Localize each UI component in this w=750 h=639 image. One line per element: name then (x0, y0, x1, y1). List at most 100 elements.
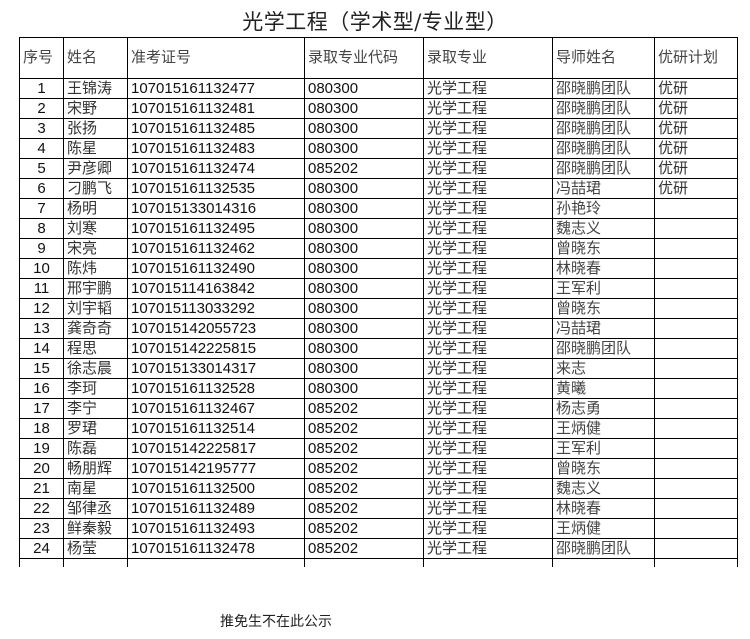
table-row: 17 李宁 107015161132467 085202 光学工程 杨志勇 (19, 398, 738, 419)
table-row: 10 陈炜 107015161132490 080300 光学工程 林晓春 (19, 258, 738, 279)
cell-name: 张扬 (63, 118, 128, 139)
table-row: 6 刁鹏飞 107015161132535 080300 光学工程 冯喆珺 优研 (19, 178, 738, 199)
table-row: 11 邢宇鹏 107015114163842 080300 光学工程 王军利 (19, 278, 738, 299)
cell-major: 光学工程 (423, 538, 553, 559)
cell-major: 光学工程 (423, 458, 553, 479)
cell-name: 邢宇鹏 (63, 278, 128, 299)
cell-major: 光学工程 (423, 478, 553, 499)
table-row: 21 南星 107015161132500 085202 光学工程 魏志义 (19, 478, 738, 499)
cell-index: 2 (19, 98, 64, 119)
cell-major-code: 080300 (304, 178, 424, 199)
cell-major: 光学工程 (423, 498, 553, 519)
cell-name: 陈炜 (63, 258, 128, 279)
cell-plan (654, 238, 738, 259)
cell-exam-id: 107015133014316 (127, 198, 305, 219)
table-row: 5 尹彦卿 107015161132474 085202 光学工程 邵晓鹏团队 优研 (19, 158, 738, 179)
cell-exam-id: 107015161132481 (127, 98, 305, 119)
cell-index: 13 (19, 318, 64, 339)
cell-tutor: 邵晓鹏团队 (552, 98, 655, 119)
cell-index: 19 (19, 438, 64, 459)
cell-major-code: 080300 (304, 78, 424, 99)
cell-name: 刁鹏飞 (63, 178, 128, 199)
cell-index: 10 (19, 258, 64, 279)
cell-major-code: 085202 (304, 438, 424, 459)
table-row: 2 宋野 107015161132481 080300 光学工程 邵晓鹏团队 优研 (19, 98, 738, 119)
cell-plan (654, 378, 738, 399)
cell-index: 17 (19, 398, 64, 419)
table-row: 1 王锦涛 107015161132477 080300 光学工程 邵晓鹏团队 优研 (19, 78, 738, 99)
cell-major: 光学工程 (423, 138, 553, 159)
cell-plan (654, 338, 738, 359)
cell-plan (654, 478, 738, 499)
cell-index: 16 (19, 378, 64, 399)
cell-major: 光学工程 (423, 278, 553, 299)
cell-major-code: 085202 (304, 518, 424, 539)
cell-major: 光学工程 (423, 98, 553, 119)
cell-tutor: 邵晓鹏团队 (552, 158, 655, 179)
cell-name: 南星 (63, 478, 128, 499)
cell-plan (654, 298, 738, 319)
cell-major: 光学工程 (423, 518, 553, 539)
cell-index: 7 (19, 198, 64, 219)
table-row: 24 杨莹 107015161132478 085202 光学工程 邵晓鹏团队 (19, 538, 738, 559)
cell-exam-id: 107015161132500 (127, 478, 305, 499)
cell-name: 陈星 (63, 138, 128, 159)
cell-major: 光学工程 (423, 238, 553, 259)
cell-exam-id: 107015114163842 (127, 278, 305, 299)
cell-name: 刘寒 (63, 218, 128, 239)
cell-tutor: 王炳健 (552, 418, 655, 439)
tail-cell (654, 558, 738, 567)
cell-major-code: 085202 (304, 158, 424, 179)
cell-major-code: 080300 (304, 198, 424, 219)
tail-cell (19, 558, 64, 567)
cell-exam-id: 107015161132483 (127, 138, 305, 159)
cell-plan: 优研 (654, 98, 738, 119)
cell-index: 15 (19, 358, 64, 379)
cell-tutor: 邵晓鹏团队 (552, 118, 655, 139)
cell-name: 邹律丞 (63, 498, 128, 519)
cell-plan (654, 258, 738, 279)
tail-cell (552, 558, 655, 567)
cell-plan (654, 218, 738, 239)
header-major: 录取专业 (423, 37, 553, 79)
table-row: 14 程思 107015142225815 080300 光学工程 邵晓鹏团队 (19, 338, 738, 359)
cell-tutor: 冯喆珺 (552, 318, 655, 339)
cell-tutor: 来志 (552, 358, 655, 379)
cell-name: 畅朋辉 (63, 458, 128, 479)
cell-index: 12 (19, 298, 64, 319)
cell-tutor: 孙艳玲 (552, 198, 655, 219)
cell-exam-id: 107015133014317 (127, 358, 305, 379)
cell-tutor: 王炳健 (552, 518, 655, 539)
table-row: 23 鲜秦毅 107015161132493 085202 光学工程 王炳健 (19, 518, 738, 539)
cell-major-code: 080300 (304, 218, 424, 239)
cell-major-code: 085202 (304, 498, 424, 519)
cell-major: 光学工程 (423, 258, 553, 279)
cell-major-code: 080300 (304, 278, 424, 299)
cell-major-code: 080300 (304, 98, 424, 119)
table-row: 18 罗珺 107015161132514 085202 光学工程 王炳健 (19, 418, 738, 439)
cell-exam-id: 107015142225817 (127, 438, 305, 459)
tail-cell (63, 558, 128, 567)
cell-major-code: 080300 (304, 378, 424, 399)
cell-major-code: 085202 (304, 458, 424, 479)
cell-exam-id: 107015161132467 (127, 398, 305, 419)
cell-major: 光学工程 (423, 218, 553, 239)
cell-major: 光学工程 (423, 78, 553, 99)
cell-plan: 优研 (654, 158, 738, 179)
cell-tutor: 魏志义 (552, 218, 655, 239)
cell-tutor: 王军利 (552, 278, 655, 299)
cell-exam-id: 107015161132535 (127, 178, 305, 199)
cell-plan (654, 458, 738, 479)
table-row: 7 杨明 107015133014316 080300 光学工程 孙艳玲 (19, 198, 738, 219)
cell-major: 光学工程 (423, 118, 553, 139)
cell-index: 22 (19, 498, 64, 519)
cell-major: 光学工程 (423, 318, 553, 339)
cell-tutor: 曾晓东 (552, 238, 655, 259)
cell-tutor: 魏志义 (552, 478, 655, 499)
cell-major-code: 080300 (304, 258, 424, 279)
cell-name: 李珂 (63, 378, 128, 399)
table-row: 13 龚奇奇 107015142055723 080300 光学工程 冯喆珺 (19, 318, 738, 339)
table-row: 19 陈磊 107015142225817 085202 光学工程 王军利 (19, 438, 738, 459)
table-body: 1 王锦涛 107015161132477 080300 光学工程 邵晓鹏团队 优研 2 宋野 1… (19, 78, 738, 567)
table-row: 20 畅朋辉 107015142195777 085202 光学工程 曾晓东 (19, 458, 738, 479)
